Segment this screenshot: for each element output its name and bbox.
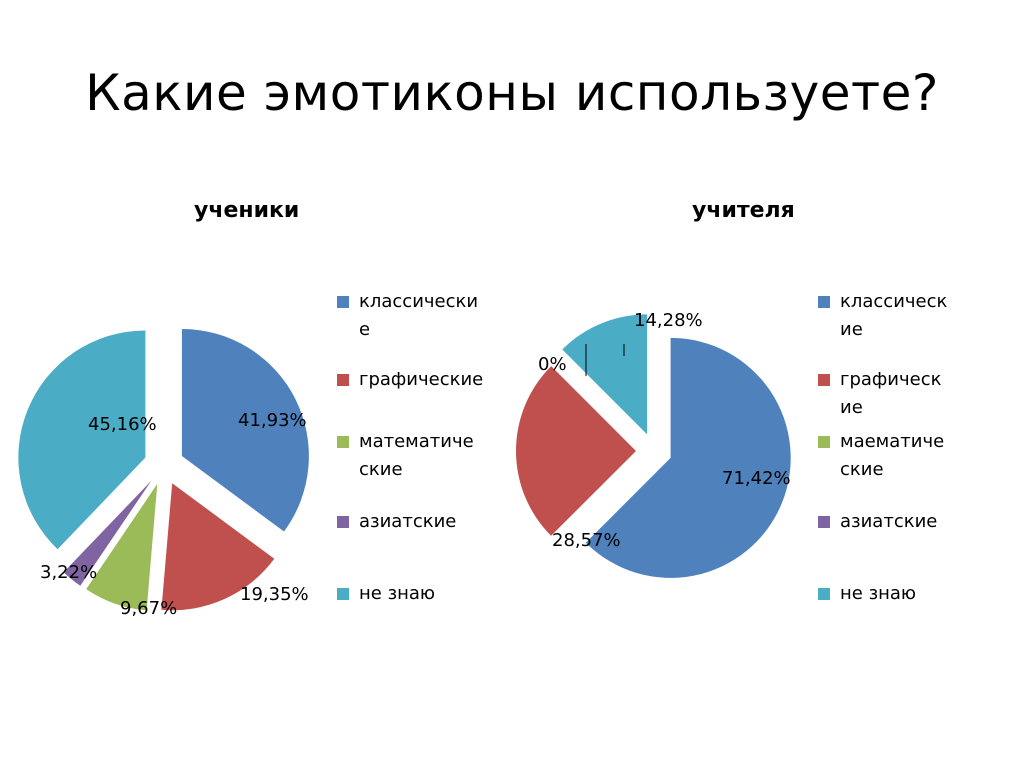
legend-swatch-teachers-math xyxy=(818,436,830,448)
legend-label-students-asian: азиатские xyxy=(359,511,457,532)
legend-label-students-unknown: не знаю xyxy=(359,583,436,604)
slide-title: Какие эмотиконы используете? xyxy=(85,64,939,122)
pie-slice-teachers-unknown xyxy=(562,314,648,435)
data-label-teachers-graphic: 28,57% xyxy=(552,530,621,551)
legend-label-teachers-asian: азиатские xyxy=(840,511,938,532)
chart-title-teachers: учителя xyxy=(692,198,795,223)
data-label-students-math: 9,67% xyxy=(120,598,177,619)
data-label-students-unknown: 45,16% xyxy=(88,414,157,435)
pie-slice-teachers-classic xyxy=(585,337,791,578)
chart-students: ученики 41,93% 19,35% 9,67% 3,22% 45,16% кла… xyxy=(0,180,512,650)
data-label-teachers-unknown: 14,28% xyxy=(634,310,703,331)
data-label-teachers-asian: 0% xyxy=(538,354,567,375)
pie-slice-students-asian xyxy=(63,480,152,586)
pie-slice-students-classic xyxy=(181,329,309,532)
pie-slice-students-graphic xyxy=(161,483,275,611)
legend-swatch-teachers-asian xyxy=(818,516,830,528)
legend-label-students-classic: классически е xyxy=(359,291,479,340)
pie-slice-students-math xyxy=(86,483,158,611)
data-label-students-graphic: 19,35% xyxy=(240,584,309,605)
pie-chart-students: 41,93% 19,35% 9,67% 3,22% 45,16% xyxy=(18,329,309,619)
pie-slice-students-unknown xyxy=(18,330,146,550)
legend-swatch-students-classic xyxy=(337,296,349,308)
legend-label-teachers-math: маематиче ские xyxy=(840,431,945,480)
pie-chart-teachers: 71,42%28,57%0%0%14,28% xyxy=(516,310,791,578)
legend-label-students-graphic: графические xyxy=(359,369,484,390)
legend-label-teachers-graphic: графическ ие xyxy=(840,369,942,418)
chart-title-students: ученики xyxy=(194,198,300,223)
data-label-teachers-classic: 71,42% xyxy=(722,468,791,489)
legend-swatch-students-math xyxy=(337,436,349,448)
chart-teachers: учителя 71,42%28,57%0%0%14,28% классичес… xyxy=(512,180,1024,650)
legend-label-students-math: математиче ские xyxy=(359,431,474,480)
legend-swatch-teachers-graphic xyxy=(818,374,830,386)
data-label-students-classic: 41,93% xyxy=(238,410,307,431)
legend-swatch-teachers-classic xyxy=(818,296,830,308)
legend-swatch-students-asian xyxy=(337,516,349,528)
legend-label-teachers-classic: классическ ие xyxy=(840,291,948,340)
legend-swatch-students-unknown xyxy=(337,588,349,600)
pie-slice-teachers-graphic xyxy=(516,366,636,536)
legend-label-teachers-unknown: не знаю xyxy=(840,583,917,604)
data-label-students-asian: 3,22% xyxy=(40,562,97,583)
legend-swatch-teachers-unknown xyxy=(818,588,830,600)
legend-swatch-students-graphic xyxy=(337,374,349,386)
